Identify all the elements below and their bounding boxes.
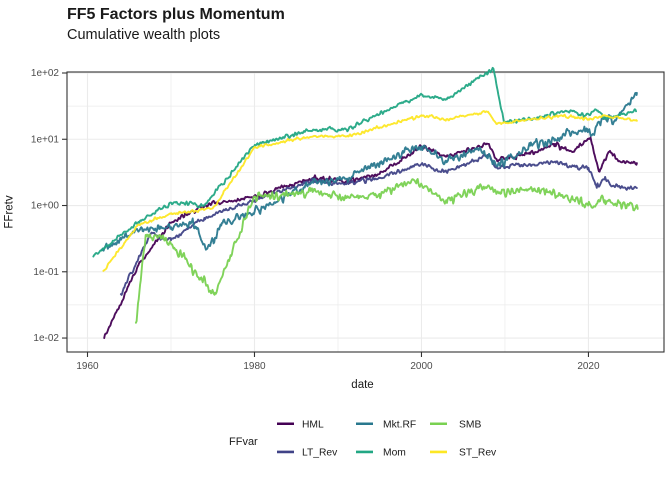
svg-text:FFvar: FFvar bbox=[229, 436, 258, 448]
svg-text:1960: 1960 bbox=[76, 361, 99, 372]
svg-text:Mom: Mom bbox=[383, 447, 406, 458]
svg-text:2000: 2000 bbox=[410, 361, 433, 372]
svg-text:1e-02: 1e-02 bbox=[33, 333, 59, 344]
svg-text:2020: 2020 bbox=[577, 361, 600, 372]
svg-text:1e+00: 1e+00 bbox=[31, 201, 60, 212]
svg-text:HML: HML bbox=[302, 419, 324, 430]
svg-text:1980: 1980 bbox=[243, 361, 266, 372]
svg-text:SMB: SMB bbox=[459, 419, 481, 430]
svg-text:LT_Rev: LT_Rev bbox=[302, 447, 338, 458]
svg-text:1e-01: 1e-01 bbox=[33, 267, 59, 278]
svg-text:ST_Rev: ST_Rev bbox=[459, 447, 497, 458]
svg-text:Mkt.RF: Mkt.RF bbox=[383, 419, 416, 430]
svg-text:FFretv: FFretv bbox=[4, 195, 16, 228]
svg-text:1e+01: 1e+01 bbox=[31, 134, 60, 145]
svg-text:date: date bbox=[351, 379, 373, 391]
svg-text:1e+02: 1e+02 bbox=[31, 68, 60, 79]
